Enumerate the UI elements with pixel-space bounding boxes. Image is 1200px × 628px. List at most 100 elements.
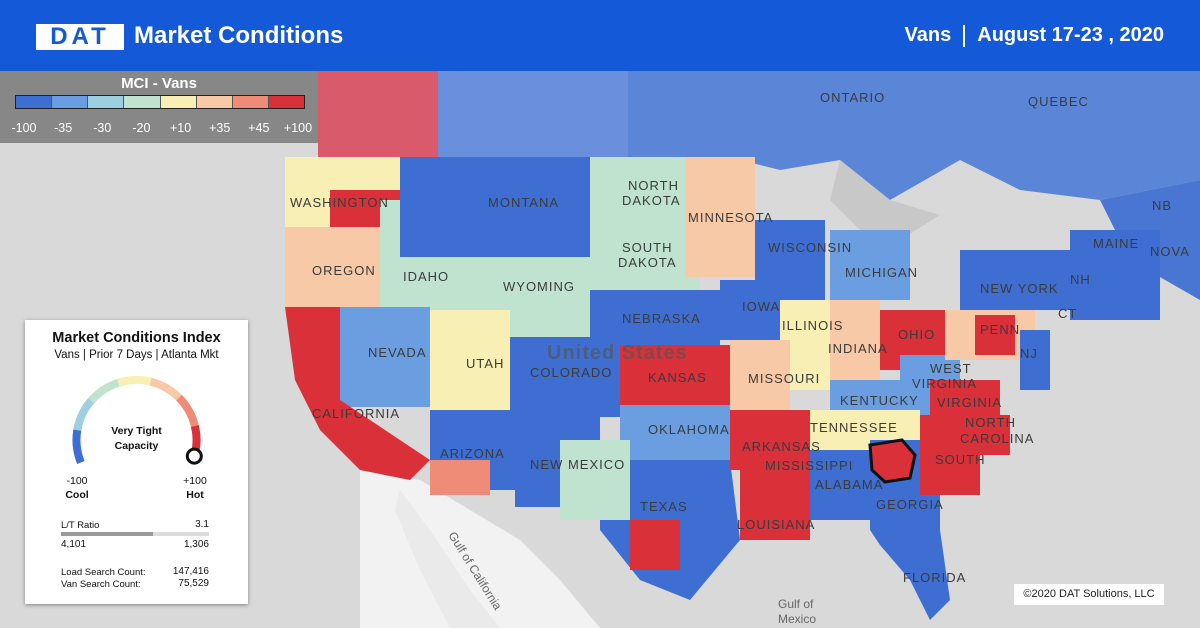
tx-red-region — [630, 520, 680, 570]
ny-region — [960, 250, 1070, 310]
label-indiana: INDIANA — [828, 341, 888, 356]
label-ct: CT — [1058, 306, 1077, 321]
colorado-region — [510, 337, 620, 417]
gauge-min: -100 Cool — [65, 475, 89, 501]
label-mississippi: MISSISSIPPI — [765, 458, 853, 473]
card-subtitle: Vans | Prior 7 Days | Atlanta Mkt — [54, 349, 219, 361]
minnesota-region — [685, 157, 755, 277]
label-washington: WASHINGTON — [290, 195, 389, 210]
label-sd-1: SOUTH — [622, 240, 673, 255]
gauge-max: +100 Hot — [183, 475, 207, 501]
mci-tick-label: +100 — [283, 121, 313, 135]
nc-region — [920, 415, 1010, 455]
header-bar: DAT Market Conditions Vans August 17-23 … — [0, 0, 1200, 71]
wisconsin-region — [755, 220, 825, 300]
header-divider — [963, 24, 966, 47]
label-nevada: NEVADA — [368, 345, 427, 360]
label-montana: MONTANA — [488, 195, 559, 210]
mci-tick-label: -35 — [54, 121, 73, 135]
label-oklahoma: OKLAHOMA — [648, 422, 730, 437]
label-louisiana: LOUISIANA — [737, 517, 815, 532]
label-tennessee: TENNESSEE — [810, 420, 898, 435]
label-sd-2: DAKOTA — [618, 255, 677, 270]
nevada-region — [340, 307, 430, 407]
market-conditions-card: Market Conditions Index Vans | Prior 7 D… — [25, 320, 248, 604]
mci-swatch — [160, 96, 197, 108]
label-nd-1: NORTH — [628, 178, 679, 193]
nebraska-region — [590, 290, 720, 345]
label-oregon: OREGON — [312, 263, 376, 278]
virginia-region — [930, 380, 1000, 420]
label-new-mexico: NEW MEXICO — [530, 457, 625, 472]
label-utah: UTAH — [466, 356, 504, 371]
label-nh: NH — [1070, 272, 1091, 287]
label-nc-1: NORTH — [965, 415, 1016, 430]
label-gulf-of-mexico-2: Mexico — [778, 612, 816, 626]
mci-swatch — [16, 96, 53, 108]
dat-logo: DAT — [36, 23, 124, 50]
sd-region — [590, 227, 700, 297]
label-quebec: QUEBEC — [1028, 94, 1089, 109]
oregon-region — [285, 227, 380, 307]
gauge-needle — [185, 447, 203, 465]
label-wisconsin: WISCONSIN — [768, 240, 852, 255]
california-region — [285, 307, 430, 480]
label-kansas: KANSAS — [648, 370, 707, 385]
mci-tick-label: +35 — [209, 121, 231, 135]
label-nova: NOVA — [1150, 244, 1190, 259]
sask-region — [503, 71, 628, 157]
label-nc-2: CAROLINA — [960, 431, 1034, 446]
mci-tick-labels: -100 -35 -30 -20 +10 +35 +45 +100 — [0, 121, 318, 137]
utah-region — [430, 310, 510, 410]
mci-gauge — [72, 376, 203, 465]
load-count: 4,101 — [61, 539, 87, 550]
label-wyoming: WYOMING — [503, 279, 575, 294]
label-maine: MAINE — [1093, 236, 1139, 251]
label-virginia: VIRGINIA — [937, 395, 1002, 410]
gauge-segment — [88, 377, 124, 404]
label-sc: SOUTH — [935, 452, 986, 467]
label-united-states: United States — [547, 342, 688, 364]
missouri-region — [730, 340, 790, 410]
tx-teal-region — [560, 440, 630, 520]
mci-tick-label: -100 — [11, 121, 37, 135]
label-nb: NB — [1152, 198, 1172, 213]
sc-region — [920, 450, 980, 495]
alberta-region — [438, 71, 503, 157]
date-range: August 17-23 , 2020 — [977, 24, 1164, 46]
header-info: Vans August 17-23 , 2020 — [905, 24, 1164, 47]
equipment-type: Vans — [904, 24, 952, 46]
label-alabama: ALABAMA — [815, 477, 883, 492]
market-map: ONTARIO QUEBEC NB NOVA MAINE NH NEW YORK… — [0, 71, 1200, 628]
load-search-count: 147,416 — [172, 566, 209, 577]
montana-region — [400, 157, 590, 257]
mexico-land — [360, 470, 600, 628]
page-title: Market Conditions — [134, 22, 344, 49]
mci-tick-label: -20 — [132, 121, 151, 135]
label-minnesota: MINNESOTA — [688, 210, 773, 225]
label-nebraska: NEBRASKA — [622, 311, 701, 326]
label-arizona: ARIZONA — [440, 446, 505, 461]
mci-swatch — [232, 96, 269, 108]
baja-land — [395, 490, 500, 628]
kansas-region — [620, 345, 730, 405]
az-salmon-region — [430, 460, 490, 495]
mci-tick-label: -30 — [93, 121, 112, 135]
copyright: ©2020 DAT Solutions, LLC — [1014, 584, 1164, 605]
label-penn: PENN — [980, 322, 1020, 337]
mci-color-scale — [15, 95, 305, 109]
label-gulf-of-mexico-1: Gulf of — [778, 597, 814, 611]
indiana-region — [830, 300, 880, 380]
label-new-york: NEW YORK — [980, 281, 1059, 296]
gauge-segment — [149, 377, 185, 404]
ne-region — [1070, 230, 1160, 320]
load-search-label: Load Search Count: — [61, 567, 146, 578]
label-florida: FLORIDA — [903, 570, 966, 585]
label-idaho: IDAHO — [403, 269, 449, 284]
label-wv-2: VIRGINIA — [912, 376, 977, 391]
penn-red-region — [975, 315, 1015, 355]
mci-tick-label: +10 — [169, 121, 192, 135]
ontario-region — [728, 71, 960, 200]
michigan-region — [830, 230, 910, 300]
mci-swatch — [124, 96, 161, 108]
